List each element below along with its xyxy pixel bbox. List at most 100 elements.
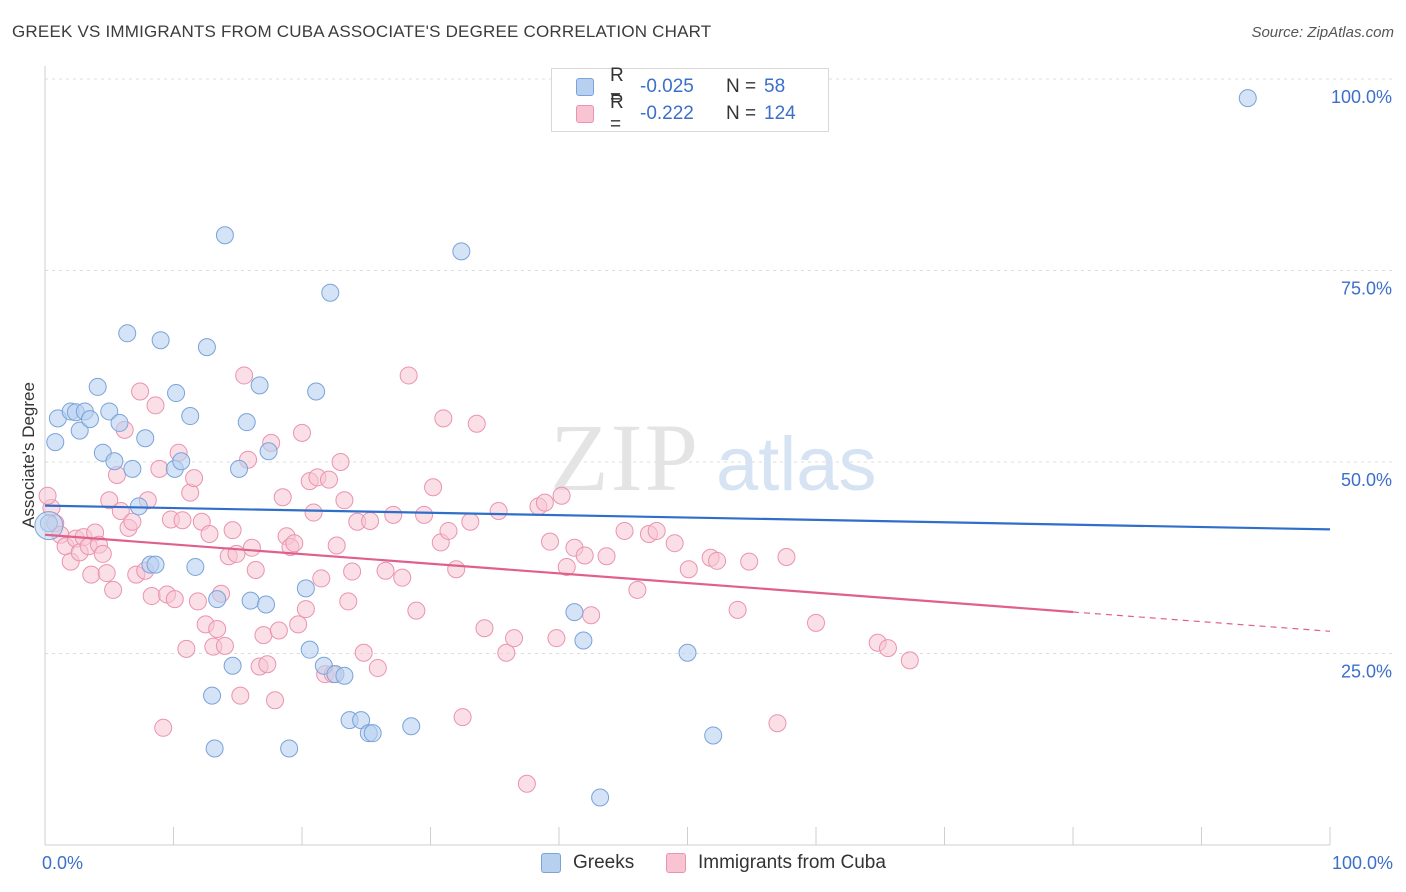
- legend-item-cuba: Immigrants from Cuba: [666, 852, 886, 874]
- point-greeks: [230, 459, 249, 478]
- point-cuba: [269, 621, 288, 640]
- point-cuba: [100, 491, 119, 510]
- point-cuba: [628, 580, 647, 599]
- point-greeks: [172, 452, 191, 471]
- point-cuba: [575, 546, 594, 565]
- point-cuba: [467, 414, 486, 433]
- y-axis-label: Associate's Degree: [19, 382, 38, 528]
- point-cuba: [505, 629, 524, 648]
- legend-swatch-cuba: [666, 853, 686, 873]
- y-tick-label: 100.0%: [1331, 87, 1392, 107]
- legend-r-value: -0.025: [640, 76, 694, 97]
- legend-swatch-greeks: [576, 78, 594, 96]
- point-greeks: [574, 631, 593, 650]
- point-cuba: [165, 590, 184, 609]
- point-greeks: [259, 442, 278, 461]
- legend-swatch-cuba: [576, 105, 594, 123]
- point-cuba: [258, 655, 277, 674]
- point-greeks: [704, 726, 723, 745]
- point-cuba: [335, 491, 354, 510]
- x-tick-label: 100.0%: [1332, 853, 1393, 873]
- point-cuba: [453, 708, 472, 727]
- point-greeks: [88, 377, 107, 396]
- point-greeks: [300, 640, 319, 659]
- point-cuba: [475, 619, 494, 638]
- point-greeks: [241, 591, 260, 610]
- legend-n-value: 124: [764, 103, 796, 124]
- point-cuba: [900, 651, 919, 670]
- point-cuba: [266, 691, 285, 710]
- point-cuba: [231, 686, 250, 705]
- point-cuba: [777, 547, 796, 566]
- point-cuba: [768, 714, 787, 733]
- point-greeks: [70, 421, 89, 440]
- point-greeks: [151, 331, 170, 350]
- point-cuba: [131, 382, 150, 401]
- point-cuba: [434, 409, 453, 428]
- legend-n-label: N =: [726, 76, 757, 97]
- y-tick-label: 75.0%: [1341, 279, 1392, 299]
- point-cuba: [215, 636, 234, 655]
- point-cuba: [597, 547, 616, 566]
- point-greeks: [123, 459, 142, 478]
- point-greeks: [1238, 89, 1257, 108]
- point-cuba: [185, 469, 204, 488]
- point-greeks: [402, 717, 421, 736]
- point-cuba: [312, 569, 331, 588]
- point-cuba: [665, 534, 684, 553]
- point-greeks: [237, 413, 256, 432]
- point-cuba: [439, 521, 458, 540]
- watermark-zip: ZIP: [550, 404, 700, 511]
- legend-r-label: R =: [610, 65, 624, 108]
- point-greeks: [186, 557, 205, 576]
- point-cuba: [146, 396, 165, 415]
- point-cuba: [188, 592, 207, 611]
- point-cuba: [343, 562, 362, 581]
- series-legend: Greeks Immigrants from Cuba: [0, 852, 1406, 876]
- point-cuba: [339, 592, 358, 611]
- point-cuba: [354, 643, 373, 662]
- point-cuba: [407, 601, 426, 620]
- point-greeks: [100, 402, 119, 421]
- point-greeks: [197, 338, 216, 357]
- point-cuba: [679, 560, 698, 579]
- point-cuba: [517, 774, 536, 793]
- legend-label-greeks: Greeks: [573, 852, 635, 873]
- point-greeks: [363, 724, 382, 743]
- point-greeks: [591, 788, 610, 807]
- point-greeks: [215, 226, 234, 245]
- point-cuba: [208, 619, 227, 638]
- point-greeks: [105, 452, 124, 471]
- point-greeks: [110, 413, 129, 432]
- watermark-atlas: atlas: [716, 422, 877, 507]
- trend-line-cuba: [44, 533, 1074, 614]
- point-cuba: [415, 505, 434, 524]
- legend-swatch-greeks: [541, 853, 561, 873]
- point-cuba: [728, 600, 747, 619]
- legend-n-value: 58: [764, 76, 786, 97]
- point-greeks: [208, 590, 227, 609]
- chart-source: Source: ZipAtlas.com: [1251, 24, 1394, 41]
- y-tick-label: 25.0%: [1341, 662, 1392, 682]
- point-cuba: [535, 493, 554, 512]
- point-cuba: [740, 552, 759, 571]
- point-cuba: [304, 503, 323, 522]
- point-cuba: [557, 557, 576, 576]
- legend-r-value: -0.222: [640, 103, 694, 124]
- point-cuba: [552, 486, 571, 505]
- point-cuba: [878, 639, 897, 658]
- point-cuba: [82, 565, 101, 584]
- point-cuba: [142, 587, 161, 606]
- point-cuba: [246, 561, 265, 580]
- point-cuba: [647, 521, 666, 540]
- point-greeks: [321, 283, 340, 302]
- point-cuba: [708, 551, 727, 570]
- point-cuba: [361, 511, 380, 530]
- point-cuba: [447, 560, 466, 579]
- point-cuba: [154, 718, 173, 737]
- point-greeks: [181, 407, 200, 426]
- point-cuba: [399, 366, 418, 385]
- point-cuba: [541, 532, 560, 551]
- point-greeks: [250, 376, 269, 395]
